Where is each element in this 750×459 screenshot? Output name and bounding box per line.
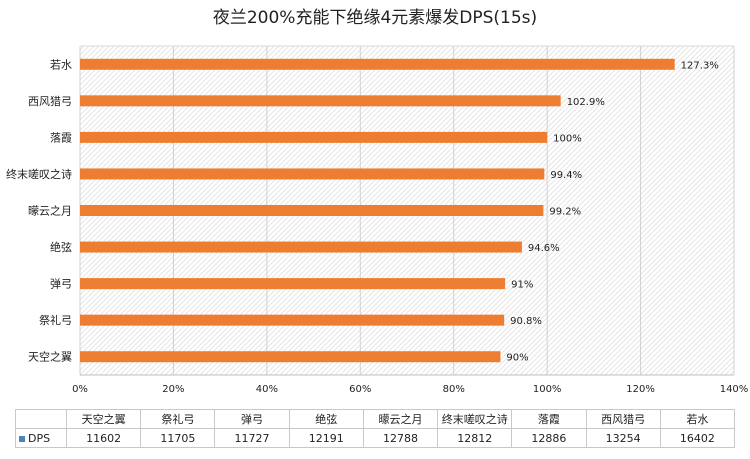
- x-axis-labels: 0% 20% 40% 60% 80% 100% 120% 140%: [72, 384, 748, 395]
- table-column-header: 弹弓: [214, 409, 290, 429]
- table-series-label: DPS: [15, 428, 67, 448]
- bar: [80, 131, 548, 143]
- value-label: 100%: [553, 133, 582, 144]
- y-tick-label: 弹弓: [50, 277, 72, 291]
- table-cell: 11727: [214, 428, 290, 448]
- data-table: 天空之翼 祭礼弓 弹弓 绝弦 曚云之月 终末嗟叹之诗 落霞 西风猎弓 若水 DPS 11602 1…: [15, 409, 736, 448]
- value-label: 90.8%: [510, 316, 542, 327]
- value-label: 99.2%: [549, 207, 581, 218]
- bar: [80, 351, 501, 363]
- y-tick-label: 天空之翼: [28, 350, 72, 364]
- legend-swatch: [19, 435, 25, 442]
- bars: [80, 58, 675, 363]
- y-tick-label: 祭礼弓: [39, 313, 72, 327]
- x-tick-label: 120%: [626, 384, 655, 395]
- bar: [80, 58, 675, 70]
- table-column-header: 西风猎弓: [585, 409, 661, 429]
- table-cell: 12886: [511, 428, 587, 448]
- x-tick-label: 60%: [349, 384, 371, 395]
- table-header-row: 天空之翼 祭礼弓 弹弓 绝弦 曚云之月 终末嗟叹之诗 落霞 西风猎弓 若水: [15, 409, 736, 429]
- x-tick-label: 140%: [720, 384, 749, 395]
- table-column-header: 天空之翼: [65, 409, 142, 429]
- bar: [80, 95, 561, 107]
- table-cell: 12191: [288, 428, 364, 448]
- y-tick-label: 曚云之月: [28, 204, 72, 218]
- table-column-header: 祭礼弓: [140, 409, 216, 429]
- bar: [80, 241, 522, 253]
- table-column-header: 终末嗟叹之诗: [437, 409, 513, 429]
- y-tick-label: 西风猎弓: [28, 94, 72, 108]
- value-label: 127.3%: [681, 60, 719, 71]
- bar: [80, 168, 545, 180]
- y-tick-label: 绝弦: [50, 240, 72, 254]
- bar: [80, 278, 506, 290]
- table-cell: 12812: [437, 428, 513, 448]
- table-cell: 12788: [362, 428, 439, 448]
- y-tick-label: 落霞: [50, 131, 72, 144]
- x-tick-label: 40%: [256, 384, 278, 395]
- table-row: DPS 11602 11705 11727 12191 12788 12812 12886 1…: [15, 428, 736, 448]
- chart-title: 夜兰200%充能下绝缘4元素爆发DPS(15s): [213, 8, 537, 28]
- bar: [80, 205, 544, 216]
- bar: [80, 314, 505, 326]
- y-tick-label: 若水: [50, 58, 72, 71]
- x-tick-label: 0%: [72, 384, 88, 395]
- table-cell: 11602: [65, 428, 142, 448]
- x-tick-label: 100%: [533, 384, 562, 395]
- y-tick-label: 终末嗟叹之诗: [6, 167, 72, 181]
- value-label: 90%: [506, 353, 528, 364]
- x-tick-label: 80%: [443, 384, 465, 395]
- value-label: 91%: [511, 280, 533, 291]
- value-label: 99.4%: [550, 170, 582, 181]
- table-column-header: 绝弦: [288, 409, 364, 429]
- series-label-text: DPS: [28, 431, 51, 445]
- table-corner-cell: [15, 409, 67, 429]
- table-column-header: 曚云之月: [362, 409, 439, 429]
- table-column-header: 若水: [659, 409, 736, 429]
- x-tick-label: 20%: [162, 384, 184, 395]
- table-column-header: 落霞: [511, 409, 587, 429]
- value-label: 94.6%: [528, 243, 560, 254]
- value-labels: 127.3% 102.9% 100% 99.4% 99.2% 94.6% 91% 90.8% 9…: [506, 60, 718, 363]
- table-cell: 11705: [140, 428, 216, 448]
- value-label: 102.9%: [567, 97, 605, 108]
- table-cell: 16402: [659, 428, 736, 448]
- table-cell: 13254: [585, 428, 661, 448]
